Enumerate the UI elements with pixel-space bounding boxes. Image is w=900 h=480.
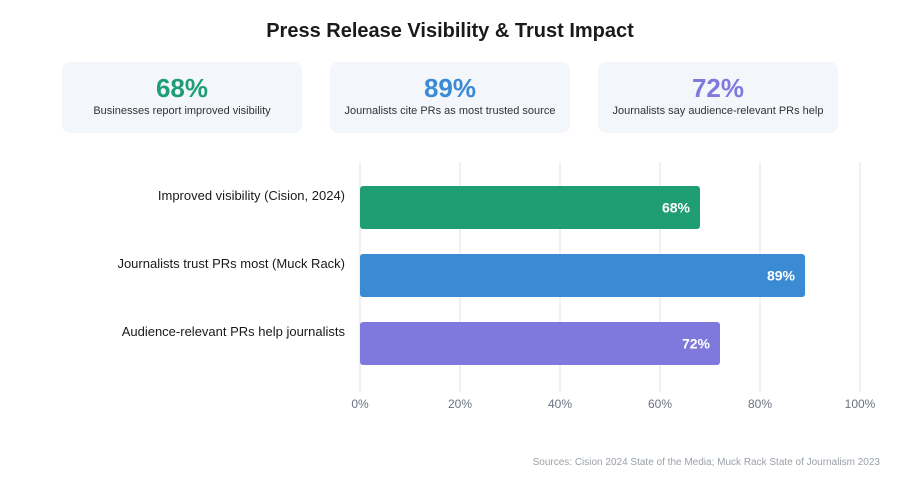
x-tick-label: 60% — [648, 397, 672, 411]
y-category-label: Audience-relevant PRs help journalists — [122, 324, 346, 339]
bar-value-label: 89% — [767, 268, 796, 284]
y-category-label: Journalists trust PRs most (Muck Rack) — [117, 256, 345, 271]
x-tick-label: 0% — [351, 397, 369, 411]
bar-value-label: 72% — [682, 336, 711, 352]
x-tick-label: 40% — [548, 397, 572, 411]
stat-label: Journalists say audience-relevant PRs he… — [612, 105, 824, 117]
stat-card-trust: 89% Journalists cite PRs as most trusted… — [330, 62, 570, 133]
x-tick-label: 100% — [845, 397, 876, 411]
bar-value-label: 68% — [662, 200, 691, 216]
stat-label: Journalists cite PRs as most trusted sou… — [344, 105, 556, 117]
bar — [360, 186, 700, 229]
chart-title: Press Release Visibility & Trust Impact — [266, 20, 634, 42]
stat-value: 72% — [691, 73, 745, 103]
stat-value: 68% — [155, 73, 209, 103]
stat-value: 89% — [423, 73, 477, 103]
bar — [360, 322, 720, 365]
stat-card-relevance: 72% Journalists say audience-relevant PR… — [598, 62, 838, 133]
stat-card-visibility: 68% Businesses report improved visibilit… — [62, 62, 302, 133]
stat-label: Businesses report improved visibility — [93, 105, 271, 117]
y-category-label: Improved visibility (Cision, 2024) — [158, 188, 345, 203]
x-tick-label: 80% — [748, 397, 772, 411]
x-tick-label: 20% — [448, 397, 472, 411]
bar — [360, 254, 805, 297]
source-note: Sources: Cision 2024 State of the Media;… — [532, 457, 880, 468]
